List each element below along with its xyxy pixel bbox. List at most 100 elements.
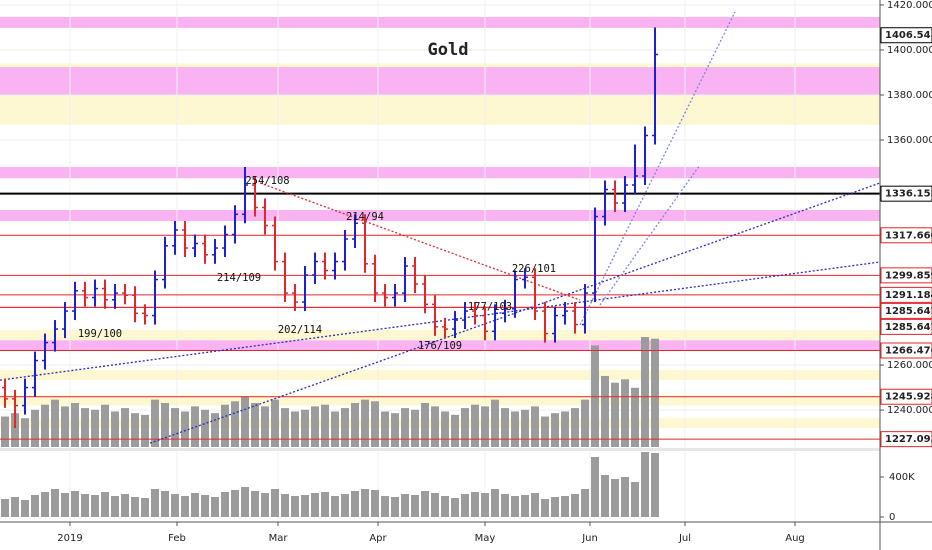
trend-line: [599, 164, 701, 306]
volume-bar: [71, 491, 79, 517]
x-tick-label: Apr: [369, 533, 387, 544]
volume-bar: [231, 490, 239, 517]
level-label-box: [880, 318, 932, 335]
volume-bar: [1, 499, 9, 517]
y-tick-label: 400K: [889, 472, 915, 483]
level-label-box: [880, 342, 932, 359]
volume-overlay-bar: [351, 403, 359, 447]
chart-title: Gold: [428, 40, 469, 60]
volume-overlay-bar: [101, 404, 109, 447]
volume-bar: [631, 482, 639, 517]
volume-overlay-bar: [231, 401, 239, 447]
volume-bar: [621, 477, 629, 517]
volume-overlay-bar: [291, 411, 299, 447]
volume-bar: [481, 493, 489, 517]
volume-bar: [201, 495, 209, 517]
volume-bar: [471, 492, 479, 517]
annotation: 177/103: [468, 301, 512, 313]
level-label: 1285.647: [880, 302, 932, 319]
y-tick-label: 1240.000: [887, 405, 932, 416]
volume-bar: [191, 493, 199, 517]
volume-overlay-bar: [241, 396, 249, 447]
level-label-text: 1336.152: [885, 189, 932, 200]
volume-bar: [291, 496, 299, 517]
volume-overlay-bar: [131, 413, 139, 447]
volume-overlay-bar: [611, 382, 619, 447]
level-label-text: 1285.647: [885, 306, 932, 317]
volume-overlay-bar: [311, 406, 319, 447]
level-label-box: [880, 388, 932, 405]
volume-overlay-bar: [211, 413, 219, 447]
price-zone: [0, 418, 880, 429]
y-tick-label: 0: [889, 512, 895, 523]
volume-bar: [561, 496, 569, 517]
volume-overlay-bar: [91, 409, 99, 447]
volume-bar: [141, 498, 149, 517]
volume-overlay-bar: [521, 409, 529, 447]
price-zone: [0, 16, 880, 28]
level-label-box: [880, 286, 932, 303]
volume-bar: [241, 487, 249, 517]
volume-bar: [551, 497, 559, 517]
level-label-box: [880, 27, 932, 44]
volume-overlay-bar: [451, 414, 459, 447]
annotation: 199/100: [78, 328, 122, 340]
volume-overlay-bar: [391, 413, 399, 447]
volume-bar: [161, 491, 169, 517]
x-tick-label: Jun: [581, 533, 598, 544]
volume-overlay-bar: [361, 399, 369, 447]
volume-overlay-bar: [421, 403, 429, 447]
volume-bar: [401, 494, 409, 517]
volume-overlay-bar: [111, 411, 119, 447]
volume-overlay-bar: [371, 401, 379, 447]
volume-bar: [211, 497, 219, 517]
level-label-text: 1299.859: [885, 270, 932, 281]
volume-bar: [311, 493, 319, 517]
volume-overlay-bar: [181, 411, 189, 447]
level-label-box: [880, 185, 932, 202]
level-label: 1317.660: [880, 227, 932, 244]
level-label: 1266.476: [880, 342, 932, 359]
volume-bar: [31, 495, 39, 517]
volume-overlay-bar: [511, 411, 519, 447]
volume-overlay-bar: [641, 337, 649, 447]
volume-overlay-bar: [161, 403, 169, 447]
level-label: 1291.184: [880, 286, 932, 303]
volume-bar: [301, 495, 309, 517]
level-label-box: [880, 227, 932, 244]
trend-line: [149, 182, 881, 444]
x-tick-label: 2019: [57, 533, 82, 544]
level-label-box: [880, 431, 932, 448]
level-label-text: 1406.545: [885, 30, 932, 41]
price-zone: [0, 329, 880, 341]
trend-line: [259, 182, 581, 301]
volume-overlay-bar: [271, 399, 279, 447]
y-tick-label: 1260.000: [887, 360, 932, 371]
volume-bar: [591, 457, 599, 517]
volume-overlay-bar: [31, 409, 39, 447]
price-zone: [0, 395, 880, 406]
level-label-text: 1227.093: [885, 434, 932, 445]
volume-bar: [51, 489, 59, 517]
volume-overlay-bar: [501, 408, 509, 447]
volume-overlay-bar: [551, 413, 559, 447]
volume-bar: [251, 491, 259, 517]
volume-bar: [531, 493, 539, 517]
annotation: 214/94: [346, 211, 384, 223]
volume-overlay-bar: [81, 408, 89, 447]
volume-overlay-bar: [561, 411, 569, 447]
volume-overlay-bar: [481, 406, 489, 447]
annotation: 176/109: [418, 340, 462, 352]
volume-overlay-bar: [321, 404, 329, 447]
volume-bar: [541, 499, 549, 517]
annotation: 226/101: [512, 263, 556, 275]
volume-overlay-bar: [461, 408, 469, 447]
volume-overlay-bar: [571, 408, 579, 447]
volume-bar: [371, 490, 379, 517]
volume-overlay-bar: [631, 387, 639, 447]
volume-bar: [571, 494, 579, 517]
volume-overlay-bar: [601, 375, 609, 447]
volume-bar: [331, 496, 339, 517]
level-label-text: 1266.476: [885, 345, 932, 356]
